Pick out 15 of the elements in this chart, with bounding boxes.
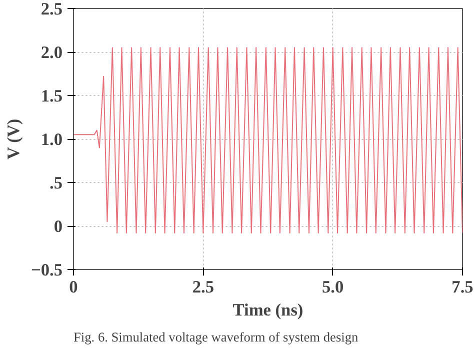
x-tick-label: 2.5: [192, 278, 214, 296]
x-tick-label: 7.5: [452, 278, 474, 296]
y-tick-label: 1.0: [40, 130, 63, 149]
caption: Fig. 6. Simulated voltage waveform of system design: [74, 330, 358, 344]
y-tick-label: 0: [54, 217, 63, 236]
x-tick-label: 5.0: [322, 278, 344, 296]
y-tick-label: 2.5: [40, 0, 63, 18]
y-axis-title: V (V): [4, 118, 23, 160]
y-tick-label: 1.5: [40, 86, 63, 106]
y-tick-label: −0.5: [30, 260, 63, 280]
x-tick-label: 0: [69, 278, 78, 296]
y-tick-label: .5: [50, 174, 63, 192]
y-tick-label: 2.0: [40, 43, 63, 62]
x-axis-title: Time (ns): [232, 300, 304, 320]
line-series: [74, 47, 462, 234]
